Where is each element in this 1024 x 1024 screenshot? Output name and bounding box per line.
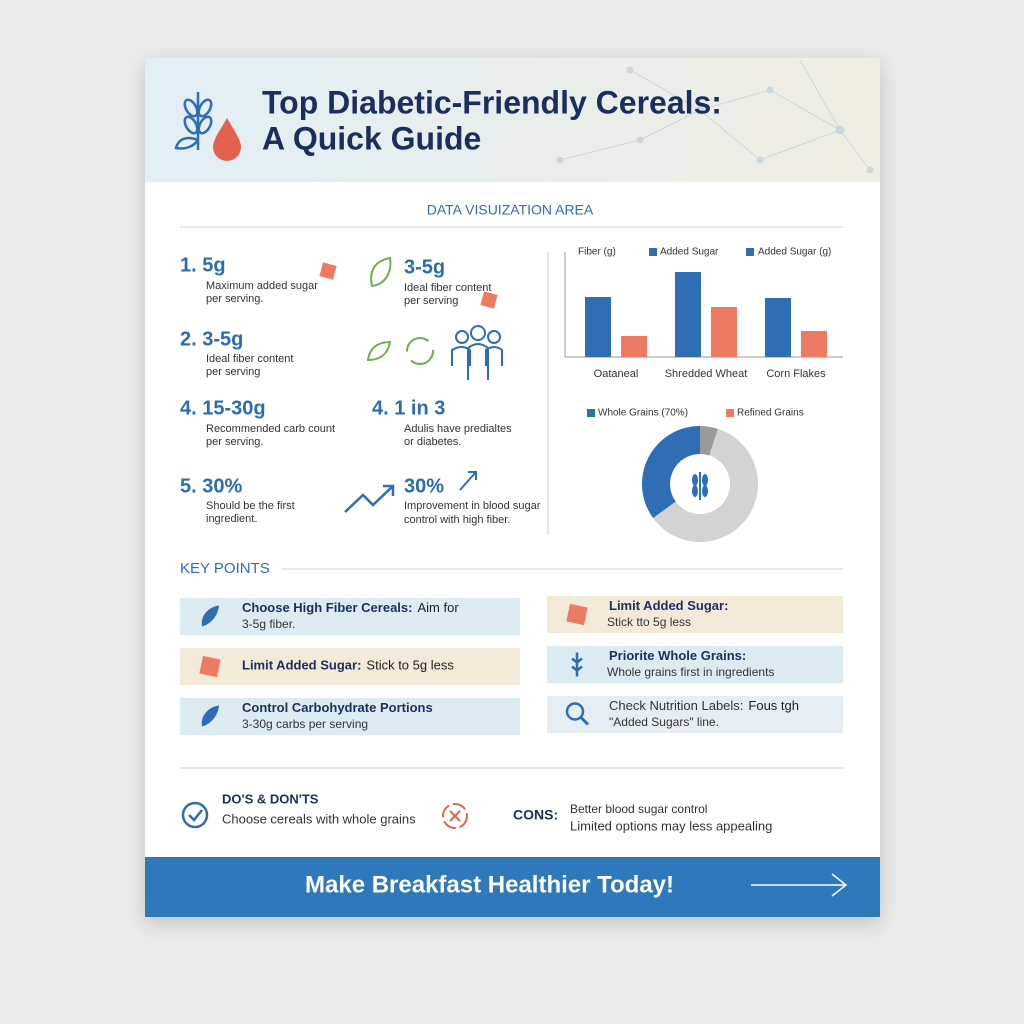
stat-value: 2. 3-5g xyxy=(180,328,243,350)
cons-text: Limited options may less appealing xyxy=(570,818,772,833)
key-point-card xyxy=(547,696,843,733)
key-point-card xyxy=(547,646,843,683)
x-icon xyxy=(449,810,461,822)
key-point-card xyxy=(547,596,843,633)
bar xyxy=(621,336,647,357)
stat-desc: Adulis have predialtes xyxy=(404,423,512,435)
x-tick-label: Shredded Wheat xyxy=(665,368,748,380)
legend-swatch xyxy=(649,248,657,256)
key-point-detail: Fous tgh xyxy=(748,698,799,713)
key-point-text: Control Carbohydrate Portions xyxy=(242,700,433,715)
leaf-icon xyxy=(201,705,219,727)
key-point-text: Check Nutrition Labels: Fous tgh xyxy=(609,698,799,713)
search-icon xyxy=(565,702,585,721)
bar xyxy=(765,298,791,357)
key-point-title: Limit Added Sugar: xyxy=(242,658,361,673)
key-point-title: Choose High Fiber Cereals: xyxy=(242,600,412,615)
key-point-title: Priorite Whole Grains: xyxy=(609,648,746,663)
x-tick-label: Oataneal xyxy=(594,368,639,380)
key-point-card xyxy=(180,648,520,685)
legend-label: Added Sugar xyxy=(660,247,719,258)
stat-icons xyxy=(319,256,503,513)
key-point-detail: "Added Sugars" line. xyxy=(609,715,719,729)
key-point-detail: Stick tto 5g less xyxy=(607,615,691,629)
key-point-text: Choose High Fiber Cereals: Aim for xyxy=(242,600,459,615)
bar xyxy=(585,297,611,357)
bar xyxy=(675,272,701,357)
section-heading: DATA VISUIZATION AREA xyxy=(427,202,594,218)
check-icon xyxy=(188,809,203,822)
check-icon xyxy=(181,801,209,829)
key-point-detail: Whole grains first in ingredients xyxy=(607,665,774,679)
footer-band xyxy=(145,857,880,917)
bar xyxy=(801,331,827,357)
key-point-detail: Stick to 5g less xyxy=(366,658,454,673)
stat-desc: or diabetes. xyxy=(404,436,461,448)
legend-label: Fiber (g) xyxy=(578,247,616,258)
stat-desc: control with high fiber. xyxy=(404,514,510,526)
stat-value: 3-5g xyxy=(404,256,445,278)
stat-desc: Ideal fiber content xyxy=(404,282,491,294)
card xyxy=(145,58,880,917)
donut-slice xyxy=(700,426,718,456)
stat-desc: per serving. xyxy=(206,293,263,305)
key-point-text: Priorite Whole Grains: xyxy=(609,648,746,663)
stat-value: 1. 5g xyxy=(180,254,226,276)
header-icon xyxy=(174,92,213,150)
key-point-detail: Aim for xyxy=(417,600,459,615)
stat-desc: Ideal fiber content xyxy=(206,353,293,365)
x-tick-label: Corn Flakes xyxy=(766,368,826,380)
wheat-icon xyxy=(571,652,583,677)
stat-desc: per serving xyxy=(404,295,458,307)
key-point-card xyxy=(180,698,520,735)
drop-icon xyxy=(213,118,241,161)
cta-text[interactable]: Make Breakfast Healthier Today! xyxy=(305,871,674,898)
bar xyxy=(711,307,737,357)
stat-desc: per serving. xyxy=(206,436,263,448)
stat-desc: Maximum added sugar xyxy=(206,280,318,292)
cons-label: CONS: xyxy=(513,807,558,823)
stat-value: 5. 30% xyxy=(180,475,242,497)
key-point-detail: 3-30g carbs per serving xyxy=(242,717,368,731)
key-point-title: Limit Added Sugar: xyxy=(609,598,728,613)
leaf-icon xyxy=(201,605,219,627)
section-heading: KEY POINTS xyxy=(180,560,270,577)
stat-desc: ingredient. xyxy=(206,513,257,525)
stat-value: 4. 1 in 3 xyxy=(372,397,445,419)
donut-slice xyxy=(653,428,758,542)
dos-heading: DO'S & DON'TS xyxy=(222,791,319,806)
stat-value: 30% xyxy=(404,475,444,497)
stat-desc: per serving xyxy=(206,366,260,378)
key-point-text: Limit Added Sugar: Stick to 5g less xyxy=(242,658,454,673)
legend-label: Added Sugar (g) xyxy=(758,247,831,258)
stat-desc: Improvement in blood sugar xyxy=(404,500,541,512)
key-point-text: Limit Added Sugar: xyxy=(609,598,728,613)
stat-value: 4. 15-30g xyxy=(180,397,266,419)
legend-swatch xyxy=(726,409,734,417)
cube-icon xyxy=(199,655,221,678)
search-icon xyxy=(579,716,590,726)
key-point-card xyxy=(180,598,520,635)
key-point-detail: 3-5g fiber. xyxy=(242,617,295,631)
legend-swatch xyxy=(746,248,754,256)
network-decoration xyxy=(556,59,874,174)
x-icon xyxy=(442,803,468,829)
legend-label: Refined Grains xyxy=(737,408,804,419)
do-text: Choose cereals with whole grains xyxy=(222,811,416,826)
legend-label: Whole Grains (70%) xyxy=(598,408,688,419)
cube-icon xyxy=(566,603,588,626)
key-point-title: Control Carbohydrate Portions xyxy=(242,700,433,715)
key-point-title: Check Nutrition Labels: xyxy=(609,698,743,713)
legend-swatch xyxy=(587,409,595,417)
wheat-center-icon xyxy=(692,472,708,500)
cta-arrow[interactable] xyxy=(751,873,848,897)
stat-desc: Recommended carb count xyxy=(206,423,335,435)
donut-slice xyxy=(642,426,700,519)
title: A Quick Guide xyxy=(262,120,481,156)
title: Top Diabetic-Friendly Cereals: xyxy=(262,84,722,120)
stat-desc: Should be the first xyxy=(206,500,295,512)
cons-text: Better blood sugar control xyxy=(570,802,707,816)
